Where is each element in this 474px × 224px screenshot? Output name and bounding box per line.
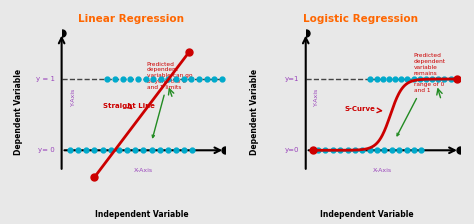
Text: X-Axis: X-Axis [373,168,392,173]
Text: Dependent Variable: Dependent Variable [14,69,23,155]
Text: Logistic Regression: Logistic Regression [302,14,418,24]
Text: Dependent Variable: Dependent Variable [250,69,259,155]
Text: Independent Variable: Independent Variable [320,209,414,218]
Text: Independent Variable: Independent Variable [95,209,189,218]
Text: Y-Axis: Y-Axis [71,88,75,106]
Text: X-Axis: X-Axis [134,168,153,173]
Text: y= 0: y= 0 [38,147,55,153]
Text: Linear Regression: Linear Regression [78,14,183,24]
Text: Predicted
dependent
variable can go
beyond the 0
and 1 limits: Predicted dependent variable can go beyo… [146,62,192,138]
Text: Predicted
dependent
variable
remains
inside the
range of 0
and 1: Predicted dependent variable remains ins… [397,54,446,136]
Text: Straight Line: Straight Line [102,103,155,109]
Text: Y-Axis: Y-Axis [314,88,319,106]
Text: y=1: y=1 [285,76,300,82]
Text: y = 1: y = 1 [36,76,55,82]
Text: S-Curve: S-Curve [344,106,382,113]
Text: y=0: y=0 [285,147,300,153]
